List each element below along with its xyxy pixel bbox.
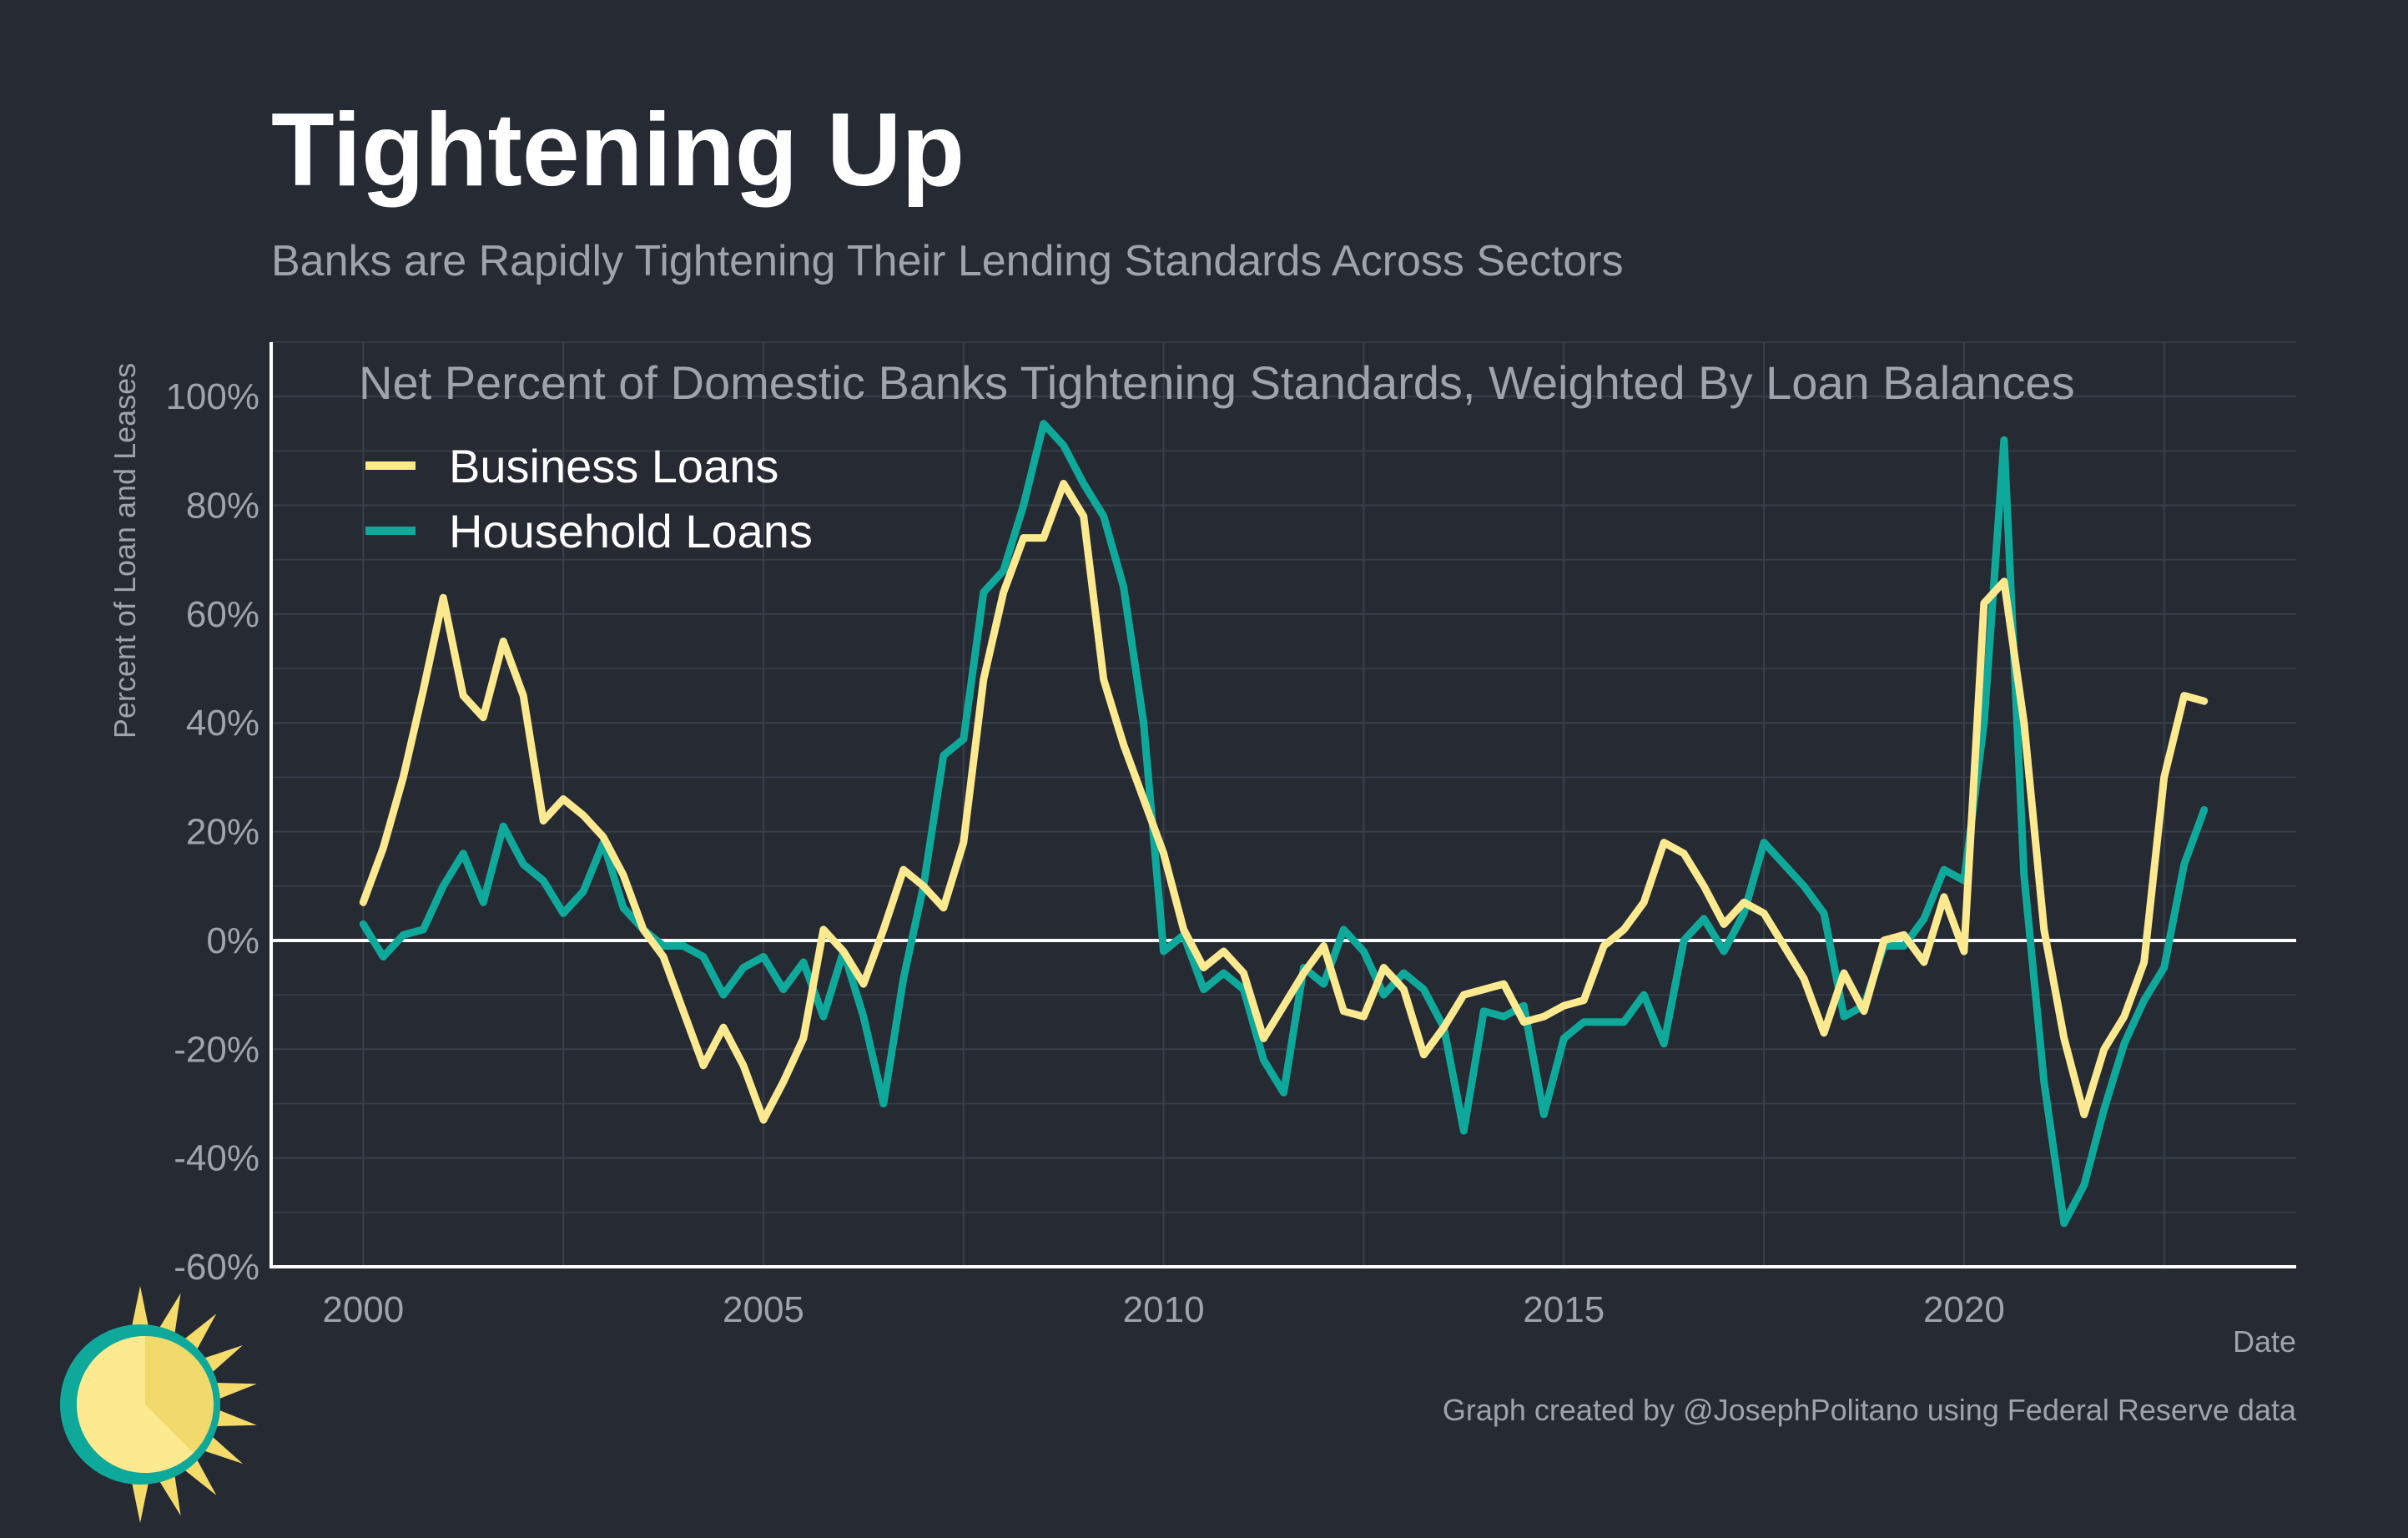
x-axis-ticks: 2000 2005 2010 2015 2020 [322, 1289, 2004, 1330]
y-tick-label: -40% [174, 1138, 259, 1179]
series-group [359, 420, 2209, 1228]
sun-ray [131, 1479, 149, 1523]
caption: Graph created by @JosephPolitano using F… [1443, 1393, 2297, 1427]
series-line-household-loans [359, 420, 2209, 1228]
y-axis-label: Percent of Loan and Leases [108, 363, 142, 739]
y-tick-label: 100% [165, 376, 259, 417]
sun-logo-icon [60, 1286, 257, 1523]
sun-ray [157, 1293, 181, 1338]
sun-ray [131, 1286, 149, 1330]
y-tick-label: -20% [174, 1029, 259, 1070]
chart-title: Tightening Up [271, 93, 965, 208]
sun-highlight [77, 1336, 194, 1474]
legend: Business Loans Household Loans [365, 440, 813, 557]
x-tick-label: 2020 [1923, 1289, 2005, 1330]
x-tick-label: 2000 [322, 1289, 404, 1330]
legend-label: Household Loans [449, 505, 813, 557]
sun-ray [212, 1408, 257, 1427]
legend-label: Business Loans [449, 440, 778, 492]
plot-title: Net Percent of Domestic Banks Tightening… [359, 356, 2075, 409]
y-tick-label: 80% [186, 486, 259, 527]
y-tick-label: 60% [186, 594, 259, 635]
grid [271, 341, 2296, 1268]
y-tick-label: 20% [186, 812, 259, 853]
x-tick-label: 2015 [1523, 1289, 1604, 1330]
chart-subtitle: Banks are Rapidly Tightening Their Lendi… [271, 237, 1624, 285]
y-tick-label: 40% [186, 703, 259, 744]
y-tick-label: 0% [206, 920, 259, 961]
sun-ray [212, 1382, 257, 1401]
sun-ray [157, 1471, 181, 1516]
x-tick-label: 2010 [1123, 1289, 1205, 1330]
y-tick-label: -60% [174, 1247, 259, 1288]
x-tick-label: 2005 [723, 1289, 804, 1330]
x-axis-label: Date [2233, 1324, 2296, 1359]
axes [270, 342, 2296, 1268]
series-line-business-loans [359, 480, 2209, 1124]
y-axis-ticks: -60% -40% -20% 0% 20% 40% 60% 80% 100% [165, 376, 259, 1288]
